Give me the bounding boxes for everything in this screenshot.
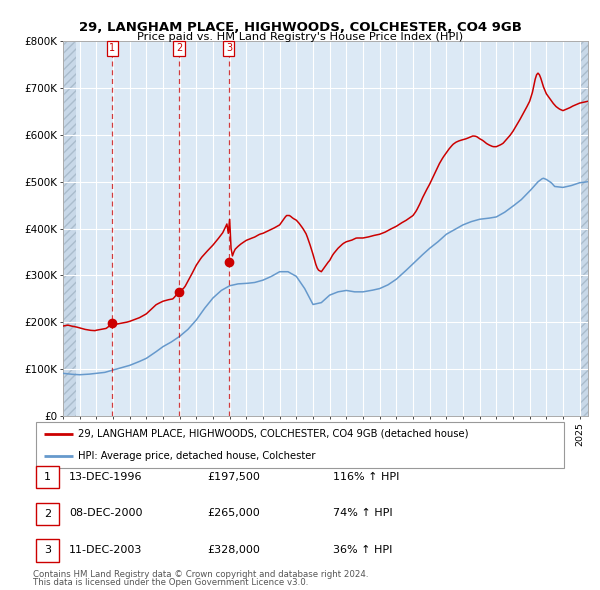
Text: 74% ↑ HPI: 74% ↑ HPI bbox=[333, 509, 392, 518]
Text: 2: 2 bbox=[176, 43, 182, 53]
Text: 2: 2 bbox=[44, 509, 51, 519]
FancyBboxPatch shape bbox=[36, 539, 59, 562]
Text: 29, LANGHAM PLACE, HIGHWOODS, COLCHESTER, CO4 9GB: 29, LANGHAM PLACE, HIGHWOODS, COLCHESTER… bbox=[79, 21, 521, 34]
Text: 13-DEC-1996: 13-DEC-1996 bbox=[69, 472, 143, 481]
FancyBboxPatch shape bbox=[35, 422, 565, 468]
Text: 1: 1 bbox=[109, 43, 115, 53]
Text: 29, LANGHAM PLACE, HIGHWOODS, COLCHESTER, CO4 9GB (detached house): 29, LANGHAM PLACE, HIGHWOODS, COLCHESTER… bbox=[79, 429, 469, 439]
Text: 3: 3 bbox=[226, 43, 232, 53]
Bar bbox=[63, 41, 76, 416]
Text: This data is licensed under the Open Government Licence v3.0.: This data is licensed under the Open Gov… bbox=[33, 578, 308, 587]
Text: Contains HM Land Registry data © Crown copyright and database right 2024.: Contains HM Land Registry data © Crown c… bbox=[33, 570, 368, 579]
FancyBboxPatch shape bbox=[36, 503, 59, 525]
Text: 3: 3 bbox=[44, 546, 51, 555]
Text: 116% ↑ HPI: 116% ↑ HPI bbox=[333, 472, 400, 481]
FancyBboxPatch shape bbox=[36, 466, 59, 489]
Text: 11-DEC-2003: 11-DEC-2003 bbox=[69, 545, 142, 555]
Text: 36% ↑ HPI: 36% ↑ HPI bbox=[333, 545, 392, 555]
Text: Price paid vs. HM Land Registry's House Price Index (HPI): Price paid vs. HM Land Registry's House … bbox=[137, 32, 463, 42]
Bar bbox=[580, 41, 588, 416]
Text: HPI: Average price, detached house, Colchester: HPI: Average price, detached house, Colc… bbox=[79, 451, 316, 461]
Text: 08-DEC-2000: 08-DEC-2000 bbox=[69, 509, 143, 518]
Text: 1: 1 bbox=[44, 473, 51, 482]
Text: £197,500: £197,500 bbox=[207, 472, 260, 481]
Text: £265,000: £265,000 bbox=[207, 509, 260, 518]
Text: £328,000: £328,000 bbox=[207, 545, 260, 555]
